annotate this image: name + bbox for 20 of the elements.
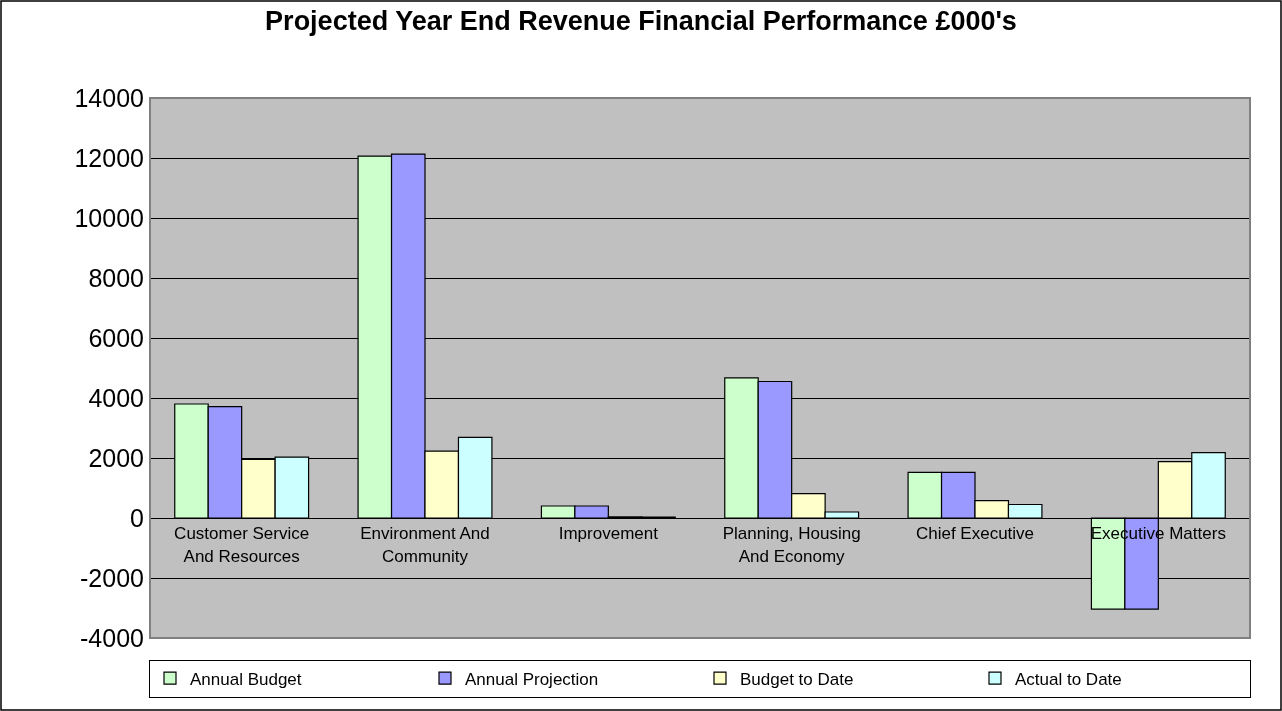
y-tick-label: 6000 <box>88 323 144 352</box>
y-tick-label: -4000 <box>80 623 144 652</box>
y-tick-label: 2000 <box>88 443 144 472</box>
x-tick-label: Customer Service And Resources <box>174 524 310 566</box>
legend-label: Actual to Date <box>1015 669 1122 689</box>
x-tick-label: Chief Executive <box>915 524 1035 544</box>
legend-label: Budget to Date <box>740 669 854 689</box>
x-tick-label: Environment And Community <box>360 524 490 566</box>
y-tick-label: -2000 <box>80 563 144 592</box>
y-tick-label: 10000 <box>74 203 144 232</box>
y-tick-label: 0 <box>130 503 144 532</box>
y-tick-label: 4000 <box>88 383 144 412</box>
chart-title: Projected Year End Revenue Financial Performance £000's <box>265 5 1017 36</box>
y-tick-label: 12000 <box>74 143 144 172</box>
legend-label: Annual Projection <box>465 669 599 689</box>
x-tick-label: Planning, Housing And Economy <box>722 524 861 566</box>
y-tick-label: 8000 <box>88 263 144 292</box>
y-tick-label: 14000 <box>74 83 144 112</box>
legend-label: Annual Budget <box>190 669 302 689</box>
x-tick-label: Improvement <box>558 524 659 544</box>
